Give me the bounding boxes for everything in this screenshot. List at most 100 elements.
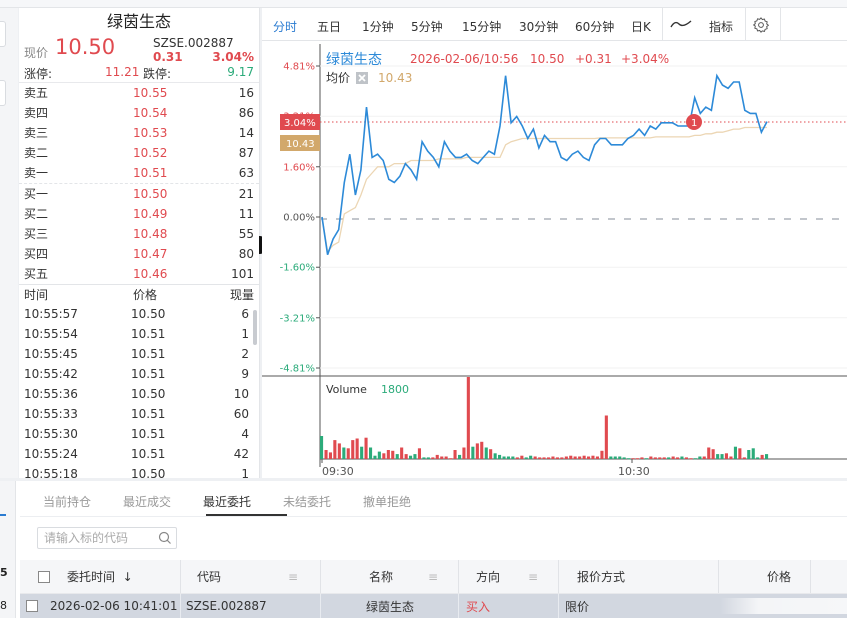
ask-label: 卖四: [24, 106, 49, 120]
tick-price: 10.50: [131, 387, 166, 401]
price-line: [321, 73, 768, 255]
tab-recent-trades[interactable]: 最近成交: [123, 495, 172, 509]
tab-daily-k[interactable]: 日K: [631, 20, 651, 34]
ask-row[interactable]: 卖一 10.51 63: [19, 163, 259, 183]
ask-row[interactable]: 卖五 10.55 16: [19, 83, 259, 103]
gear-icon[interactable]: [752, 16, 770, 37]
bid-row[interactable]: 买四 10.47 80: [19, 244, 259, 264]
sidebar-input-fragment[interactable]: [0, 80, 6, 106]
sort-desc-icon[interactable]: ↓: [122, 569, 133, 584]
left-number: 5: [0, 566, 8, 579]
bid-label: 买五: [24, 267, 49, 281]
chart-title-datetime: 2026-02-06/10:56: [410, 52, 518, 66]
tab-1min[interactable]: 1分钟: [362, 20, 394, 34]
tab-30min[interactable]: 30分钟: [519, 20, 559, 34]
bid-price: 10.50: [133, 187, 168, 201]
tick-header: 时间 价格 现量: [19, 284, 259, 304]
bid-row[interactable]: 买三 10.48 55: [19, 224, 259, 244]
tick-row: 10:55:57 10.50 6: [19, 304, 259, 324]
bid-label: 买一: [24, 187, 49, 201]
order-type: 限价: [565, 599, 590, 614]
volume-value: 1800: [381, 383, 409, 396]
tab-60min[interactable]: 60分钟: [575, 20, 615, 34]
intraday-chart[interactable]: 4.81%3.21%1.60%0.00%-1.60%-3.21%-4.81% 3…: [262, 41, 847, 478]
col-direction[interactable]: 方向: [476, 570, 501, 584]
tab-five-day[interactable]: 五日: [317, 20, 342, 34]
col-code[interactable]: 代码: [197, 570, 222, 584]
ask-row[interactable]: 卖二 10.52 87: [19, 143, 259, 163]
svg-text:0.00%: 0.00%: [283, 213, 315, 224]
col-order-type[interactable]: 报价方式: [577, 570, 626, 584]
avg-legend-label: 均价: [326, 71, 350, 85]
tab-intraday[interactable]: 分时: [273, 20, 298, 34]
line-style-icon[interactable]: [670, 17, 692, 34]
indicator-button[interactable]: 指标: [709, 20, 734, 34]
tick-time: 10:55:33: [24, 407, 78, 421]
tick-row: 10:55:33 10.51 60: [19, 404, 259, 424]
svg-text:-3.21%: -3.21%: [280, 313, 315, 324]
current-pct-tag-text: 3.04%: [284, 118, 316, 129]
col-name-menu-icon[interactable]: ≡: [428, 569, 439, 584]
tick-volume: 2: [241, 347, 249, 361]
tick-list-scrollbar[interactable]: [253, 310, 257, 345]
tick-volume: 60: [233, 407, 249, 421]
select-all-checkbox[interactable]: [38, 560, 50, 593]
price-limits: 涨停: 11.21 跌停: 9.17: [19, 63, 259, 83]
tab-recent-orders[interactable]: 最近委托: [203, 495, 252, 509]
col-code-menu-icon[interactable]: ≡: [288, 569, 299, 584]
col-price[interactable]: 价格: [767, 570, 792, 584]
tick-header-price: 价格: [133, 288, 158, 302]
bid-row[interactable]: 买一 10.50 21: [19, 184, 259, 204]
tab-15min[interactable]: 15分钟: [462, 20, 502, 34]
symbol-search-input[interactable]: [44, 530, 154, 546]
chart-title-pct: +3.04%: [621, 52, 669, 66]
tick-price: 10.50: [131, 467, 166, 478]
order-row[interactable]: 2026-02-06 10:41:01 SZSE.002887 绿茵生态 买入 …: [20, 594, 847, 618]
svg-text:-4.81%: -4.81%: [280, 364, 315, 375]
tick-header-volume: 现量: [229, 288, 254, 302]
order-code: SZSE.002887: [186, 599, 267, 613]
avg-price-tag-text: 10.43: [286, 139, 315, 150]
tick-header-time: 时间: [24, 288, 49, 302]
toolbar-divider: [662, 8, 663, 41]
col-order-time-label: 委托时间: [67, 570, 116, 584]
row-checkbox[interactable]: [26, 594, 38, 618]
stock-code: SZSE.002887: [153, 36, 234, 50]
limit-up-label: 涨停:: [24, 67, 53, 81]
quote-panel: 绿茵生态 现价 10.50 SZSE.002887 0.31 3.04% 涨停:…: [19, 8, 260, 478]
bid-price: 10.46: [133, 267, 168, 281]
tick-time: 10:55:54: [24, 327, 78, 341]
orders-panel: 5 8 当前持仓 最近成交 最近委托 未结委托 撤单拒绝 委托时间 ↓ 代码 ≡…: [0, 481, 847, 618]
ask-price: 10.52: [133, 146, 168, 160]
symbol-search[interactable]: [37, 527, 177, 549]
bid-label: 买二: [24, 207, 49, 221]
tab-rejected-orders[interactable]: 撤单拒绝: [363, 495, 412, 509]
tick-volume: 42: [233, 447, 249, 461]
tick-volume: 6: [241, 307, 249, 321]
tick-list: 时间 价格 现量 10:55:57 10.50 6 10:55:54 10.51 1 10:…: [19, 284, 259, 478]
panel-collapse-handle[interactable]: [259, 236, 264, 254]
bid-row[interactable]: 买二 10.49 11: [19, 204, 259, 224]
price-block: 现价 10.50 SZSE.002887 0.31 3.04%: [19, 35, 259, 64]
chart-title-change: +0.31: [575, 52, 612, 66]
tick-time: 10:55:36: [24, 387, 78, 401]
trade-marker[interactable]: [686, 114, 702, 130]
ask-row[interactable]: 卖四 10.54 86: [19, 103, 259, 123]
bid-row[interactable]: 买五 10.46 101: [19, 264, 259, 284]
tab-open-orders[interactable]: 未结委托: [283, 495, 332, 509]
tab-5min[interactable]: 5分钟: [411, 20, 443, 34]
ask-row[interactable]: 卖三 10.53 14: [19, 123, 259, 143]
chart-title-name: 绿茵生态: [326, 52, 382, 68]
bid-volume: 11: [238, 207, 254, 221]
col-order-time[interactable]: 委托时间 ↓: [67, 560, 133, 593]
current-pct-tag: [280, 114, 320, 130]
col-name[interactable]: 名称: [369, 570, 394, 584]
tick-price: 10.50: [131, 307, 166, 321]
col-direction-menu-icon[interactable]: ≡: [528, 569, 539, 584]
price-change: 0.31: [153, 50, 183, 64]
tab-positions[interactable]: 当前持仓: [43, 495, 92, 509]
sidebar-input-fragment[interactable]: [0, 21, 6, 47]
search-icon[interactable]: [158, 531, 172, 545]
ask-price: 10.51: [133, 166, 168, 180]
tick-row: 10:55:42 10.51 9: [19, 364, 259, 384]
